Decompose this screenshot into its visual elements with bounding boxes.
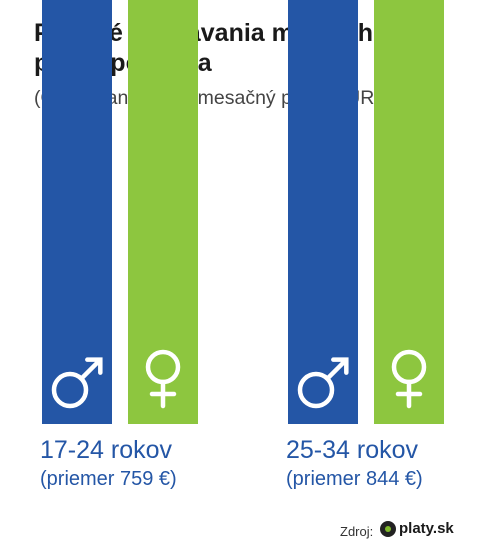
logo-text: platy.sk	[399, 520, 454, 537]
group-label-17-24: 17-24 rokov	[40, 436, 173, 464]
group-label-25-34: 25-34 rokov	[286, 436, 419, 464]
bar-male-1	[288, 0, 358, 424]
source-label: Zdroj:	[340, 524, 374, 539]
mars-icon-1	[297, 357, 349, 409]
venus-icon-0	[145, 349, 181, 409]
bar-male-0	[42, 0, 112, 424]
venus-icon-1	[391, 349, 427, 409]
bar-female-0	[128, 0, 198, 425]
group-average-25-34: (priemer 844 €)	[286, 468, 423, 490]
platy-sk-logo[interactable]: platy.sk	[380, 520, 454, 537]
mars-icon-0	[51, 357, 103, 409]
group-average-17-24: (priemer 759 €)	[40, 468, 177, 490]
platy-logo-icon	[380, 520, 396, 537]
bar-female-1	[374, 0, 444, 425]
